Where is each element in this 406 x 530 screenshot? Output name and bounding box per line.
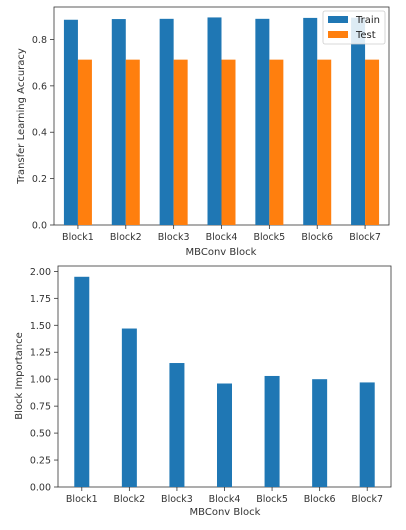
y-tick-label: 0.50	[30, 429, 51, 440]
bar-train-block4	[207, 17, 222, 225]
x-tick-label: Block3	[158, 232, 190, 243]
y-tick-label: 0.75	[30, 402, 51, 413]
bar-test-block1	[77, 59, 92, 225]
accuracy-bars	[63, 17, 380, 226]
bar-train-block3	[159, 18, 174, 225]
bar-test-block7	[365, 59, 380, 225]
x-tick-label: Block1	[66, 494, 98, 505]
accuracy-y-ticks: 0.0 0.2 0.4 0.6 0.8	[32, 35, 54, 232]
y-tick-label: 1.00	[30, 375, 51, 386]
x-tick-label: Block4	[209, 494, 241, 505]
x-tick-label: Block5	[256, 494, 288, 505]
bar-importance-block5	[264, 375, 280, 487]
bar-test-block3	[173, 59, 188, 225]
bar-importance-block4	[217, 383, 232, 487]
importance-bars	[74, 276, 375, 487]
y-tick-label: 0.25	[30, 456, 51, 467]
importance-chart: 0.00 0.25 0.50 0.75 1.00 1.25 1.50 1.75 2.00 Blo…	[14, 265, 392, 518]
x-tick-label: Block4	[206, 232, 238, 243]
bar-test-block5	[269, 59, 284, 225]
x-tick-label: Block3	[161, 494, 193, 505]
y-tick-label: 1.25	[30, 348, 51, 359]
x-tick-label: Block6	[304, 494, 336, 505]
importance-x-axis-label: MBConv Block	[190, 507, 261, 518]
accuracy-x-axis-label: MBConv Block	[186, 247, 257, 258]
bar-importance-block1	[74, 276, 90, 487]
bar-train-block5	[255, 18, 270, 225]
y-tick-label: 0.8	[32, 35, 47, 46]
bar-test-block4	[221, 59, 236, 225]
y-tick-label: 2.00	[30, 267, 51, 278]
y-tick-label: 1.75	[30, 294, 51, 305]
bar-train-block7	[351, 17, 366, 225]
bar-train-block2	[111, 19, 126, 226]
bar-test-block2	[125, 59, 140, 225]
legend-swatch-test	[328, 31, 348, 38]
x-tick-label: Block7	[351, 494, 383, 505]
bar-importance-block7	[359, 382, 375, 487]
bar-train-block6	[303, 17, 318, 226]
y-tick-label: 0.00	[30, 483, 51, 494]
y-tick-label: 0.2	[32, 174, 47, 185]
x-tick-label: Block7	[349, 232, 381, 243]
importance-x-ticks: Block1 Block2 Block3 Block4 Block5 Block6 Bloc…	[66, 487, 383, 505]
y-tick-label: 1.50	[30, 321, 51, 332]
importance-y-axis-label: Block Importance	[14, 332, 25, 420]
x-tick-label: Block1	[62, 232, 94, 243]
legend-swatch-train	[328, 16, 348, 23]
bar-importance-block3	[169, 363, 185, 487]
accuracy-y-axis-label: Transfer Learning Accuracy	[16, 48, 27, 185]
x-tick-label: Block2	[113, 494, 145, 505]
bar-importance-block2	[121, 328, 137, 487]
y-tick-label: 0.0	[32, 221, 47, 232]
legend-label-train: Train	[355, 15, 380, 26]
x-tick-label: Block5	[253, 232, 285, 243]
y-tick-label: 0.6	[32, 81, 47, 92]
accuracy-chart: 0.0 0.2 0.4 0.6 0.8 Block1 Block2 Block3 Block4…	[16, 6, 390, 258]
y-tick-label: 0.4	[32, 128, 47, 139]
legend-label-test: Test	[355, 30, 376, 41]
bar-test-block6	[317, 59, 332, 225]
accuracy-x-ticks: Block1 Block2 Block3 Block4 Block5 Block6 Bloc…	[62, 225, 381, 243]
legend: Train Test	[322, 10, 386, 45]
x-tick-label: Block2	[110, 232, 142, 243]
bar-train-block1	[63, 19, 78, 225]
bar-importance-block6	[312, 379, 328, 487]
importance-y-ticks: 0.00 0.25 0.50 0.75 1.00 1.25 1.50 1.75 2.00	[30, 267, 58, 494]
x-tick-label: Block6	[301, 232, 333, 243]
